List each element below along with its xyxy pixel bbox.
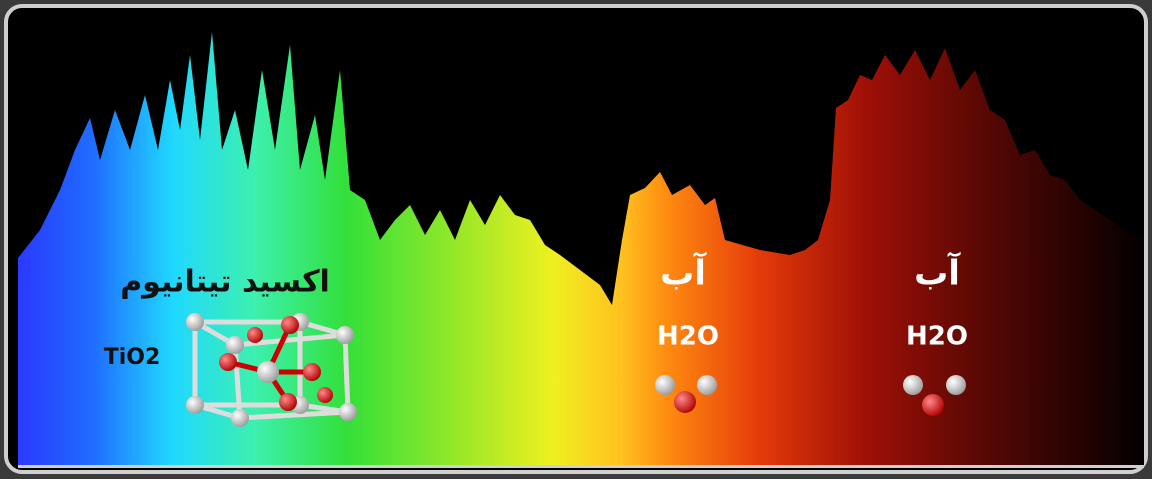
water-formula: H2O: [657, 322, 719, 352]
water-label: آب: [660, 252, 707, 294]
titanium-formula: TiO2: [104, 345, 161, 370]
titanium-oxide-label: اکسید تیتانیوم: [120, 265, 330, 300]
water-formula: H2O: [906, 322, 968, 352]
frame-bottom: [18, 465, 1144, 468]
water-label: آب: [914, 252, 961, 294]
page: اکسید تیتانیوم TiO2 آب H2O آب H2O (() =>…: [0, 0, 1152, 479]
infographic: اکسید تیتانیوم TiO2 آب H2O آب H2O: [0, 0, 1152, 479]
